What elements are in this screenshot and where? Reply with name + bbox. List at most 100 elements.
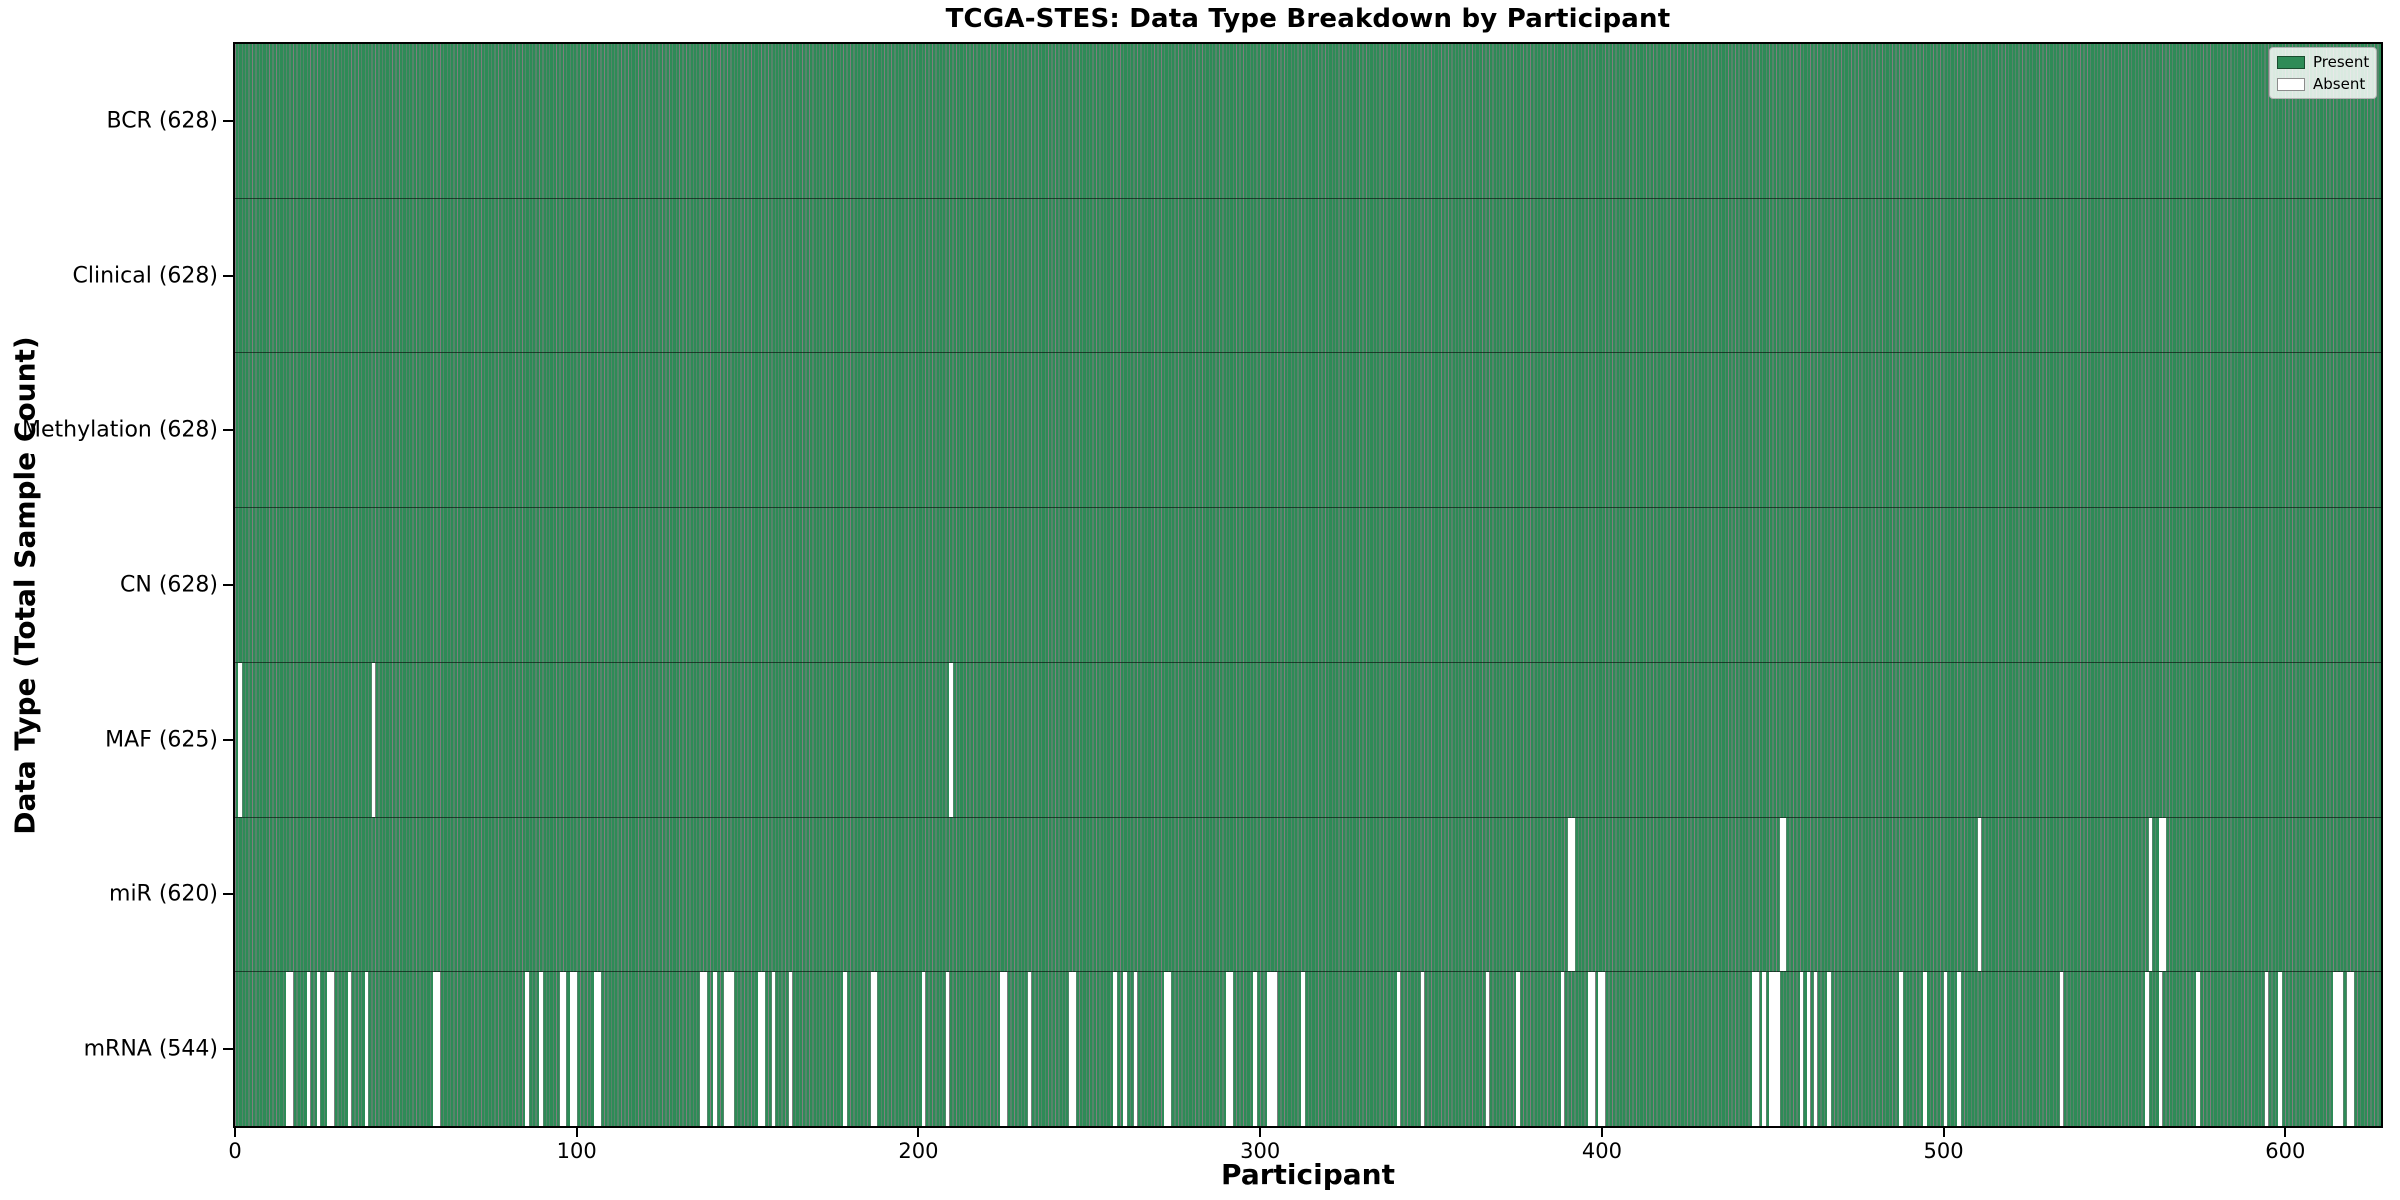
absent-stripe (1068, 972, 1073, 1127)
absent-stripe (2339, 972, 2344, 1127)
absent-stripe (1813, 972, 1818, 1127)
absent-stripe (559, 972, 564, 1127)
legend-label: Absent (2313, 75, 2366, 93)
absent-stripe (539, 972, 543, 1127)
absent-stripe (703, 972, 707, 1127)
absent-stripe (593, 972, 598, 1127)
y-tick-label: mRNA (544) (83, 1036, 218, 1062)
row-mRNA (235, 972, 2381, 1127)
x-tick-mark (234, 1128, 236, 1137)
absent-stripe (1977, 817, 1982, 972)
x-tick-label: 200 (898, 1139, 939, 1163)
absent-stripe (1253, 972, 1257, 1127)
absent-stripe (1923, 972, 1927, 1127)
absent-stripe (771, 972, 775, 1127)
absent-stripe (757, 972, 762, 1127)
absent-stripe (949, 662, 953, 817)
absent-stripe (289, 972, 294, 1127)
row-CN (235, 508, 2381, 663)
y-tick-mark (223, 274, 233, 277)
absent-stripe (1164, 972, 1168, 1127)
x-tick-label: 0 (228, 1139, 242, 1163)
absent-stripe (1772, 972, 1777, 1127)
absent-stripe (2162, 817, 2166, 972)
absent-stripe (870, 972, 874, 1127)
x-tick-mark (1600, 1128, 1603, 1137)
y-tick-mark (223, 738, 233, 741)
absent-stripe (2278, 972, 2282, 1127)
absent-stripe (436, 972, 441, 1127)
absent-stripe (1072, 972, 1076, 1127)
absent-stripe (1752, 972, 1756, 1127)
absent-stripe (2145, 972, 2149, 1127)
row-Methylation (235, 353, 2381, 509)
y-tick-mark (223, 120, 233, 123)
absent-stripe (1396, 972, 1401, 1127)
absent-stripe (2158, 972, 2163, 1127)
absent-stripe (761, 972, 765, 1127)
absent-stripe (1167, 972, 1172, 1127)
x-axis-label: Participant (1221, 1158, 1395, 1191)
row-Clinical (235, 198, 2381, 354)
absent-stripe (1601, 972, 1606, 1127)
absent-stripe (306, 972, 311, 1127)
absent-stripe (433, 972, 437, 1127)
absent-stripe (238, 662, 242, 817)
absent-stripe (1420, 972, 1425, 1127)
absent-stripe (1567, 817, 1572, 972)
absent-stripe (1779, 817, 1783, 972)
absent-stripe (1270, 972, 1274, 1127)
absent-stripe (874, 972, 878, 1127)
absent-stripe (1899, 972, 1903, 1127)
absent-stripe (1782, 817, 1787, 972)
x-tick-mark (1259, 1128, 1262, 1137)
absent-stripe (1800, 972, 1804, 1127)
absent-stripe (525, 972, 529, 1127)
y-tick-label: CN (628) (120, 572, 218, 598)
absent-stripe (727, 972, 731, 1127)
absent-stripe (1762, 972, 1766, 1127)
absent-stripe (573, 972, 577, 1127)
absent-stripe (2350, 972, 2354, 1127)
legend: Present Absent (2269, 47, 2377, 99)
y-tick-label: BCR (628) (106, 108, 218, 134)
legend-swatch-icon (2277, 55, 2305, 69)
row-BCR (235, 44, 2381, 199)
plot-area (233, 42, 2383, 1128)
absent-stripe (1806, 972, 1811, 1127)
absent-stripe (371, 662, 376, 817)
absent-stripe (1485, 972, 1490, 1127)
absent-stripe (1598, 972, 1602, 1127)
absent-stripe (2346, 972, 2351, 1127)
absent-stripe (2158, 817, 2163, 972)
x-tick-label: 100 (556, 1139, 597, 1163)
absent-stripe (1588, 972, 1592, 1127)
absent-stripe (945, 972, 950, 1127)
x-tick-mark (917, 1128, 920, 1137)
y-tick-mark (223, 893, 233, 896)
x-tick-label: 400 (1581, 1139, 1622, 1163)
x-tick-mark (2284, 1128, 2287, 1137)
absent-stripe (1943, 972, 1947, 1127)
absent-stripe (1301, 972, 1305, 1127)
absent-stripe (1000, 972, 1004, 1127)
absent-stripe (921, 972, 926, 1127)
y-tick-label: Clinical (628) (72, 263, 218, 289)
absent-stripe (2196, 972, 2200, 1127)
absent-stripe (1225, 972, 1230, 1127)
legend-entry-present: Present (2277, 53, 2369, 71)
absent-stripe (699, 972, 704, 1127)
absent-stripe (1755, 972, 1760, 1127)
absent-stripe (1229, 972, 1233, 1127)
absent-stripe (327, 972, 331, 1127)
absent-stripe (730, 972, 734, 1127)
absent-stripe (364, 972, 369, 1127)
absent-stripe (1027, 972, 1032, 1127)
y-tick-mark (223, 429, 233, 432)
x-tick-label: 600 (2265, 1139, 2306, 1163)
row-miR (235, 817, 2381, 973)
legend-swatch-icon (2277, 77, 2305, 91)
absent-stripe (347, 972, 352, 1127)
absent-stripe (597, 972, 601, 1127)
